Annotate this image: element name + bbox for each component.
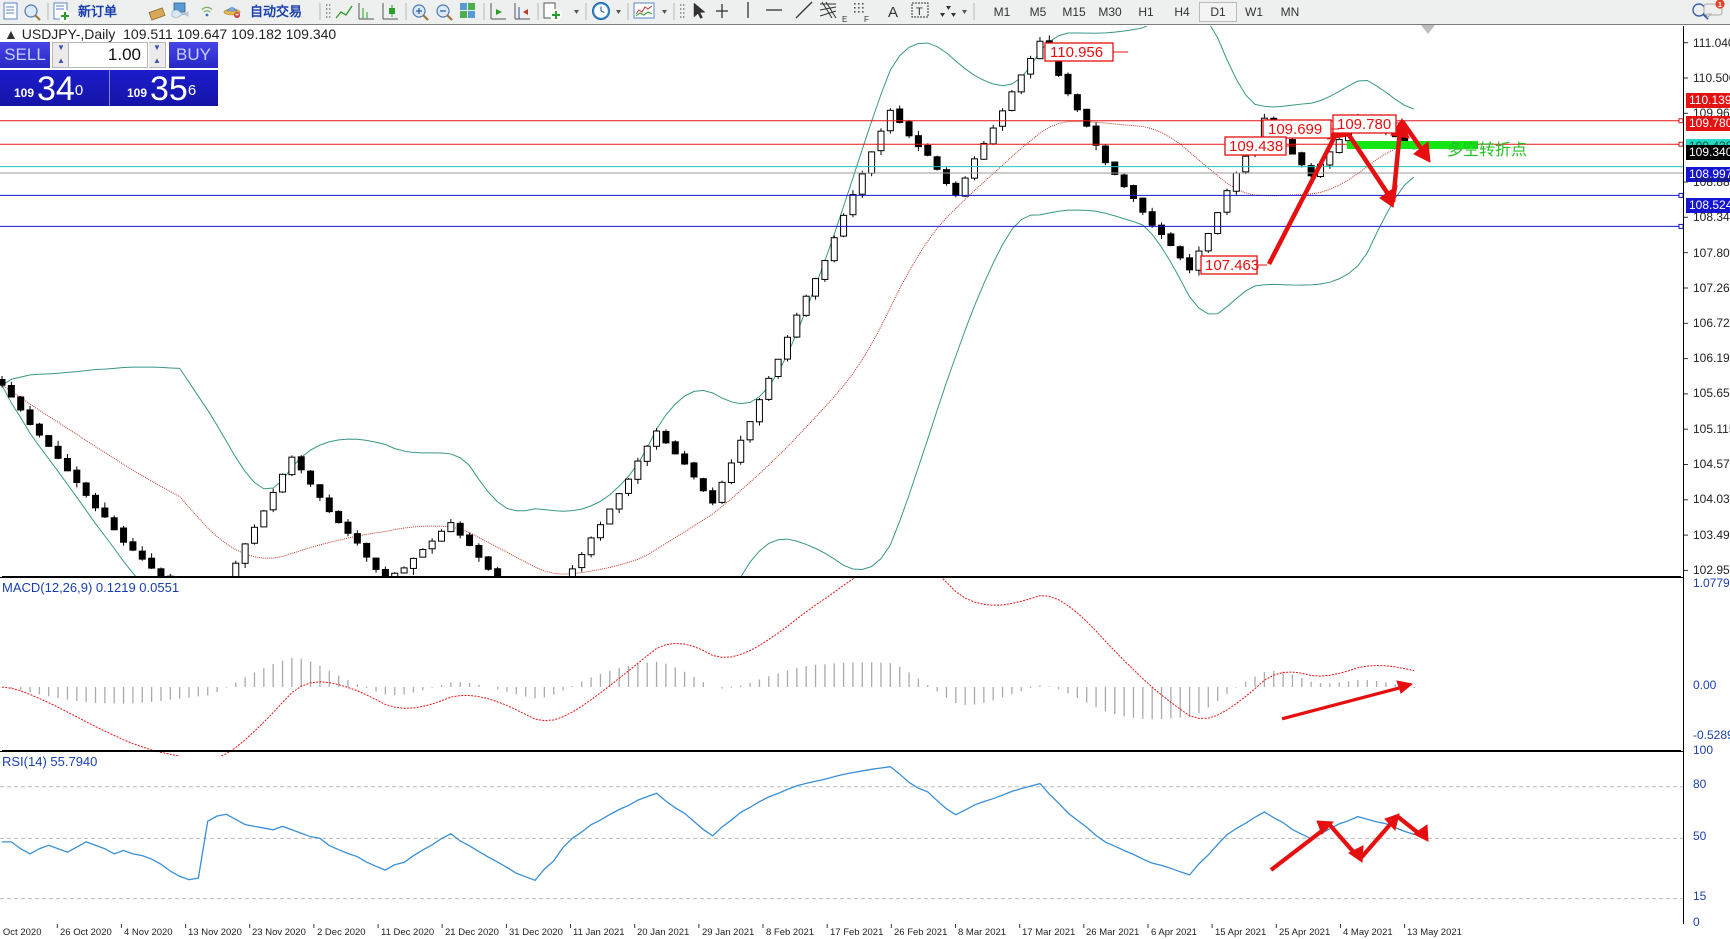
svg-text:107.463: 107.463 [1205,257,1259,274]
svg-text:多空转折点: 多空转折点 [1447,141,1527,159]
svg-text:110.956: 110.956 [1050,44,1103,61]
svg-text:109.438: 109.438 [1229,138,1283,155]
svg-text:109.780: 109.780 [1337,116,1391,133]
svg-text:109.699: 109.699 [1268,121,1322,138]
